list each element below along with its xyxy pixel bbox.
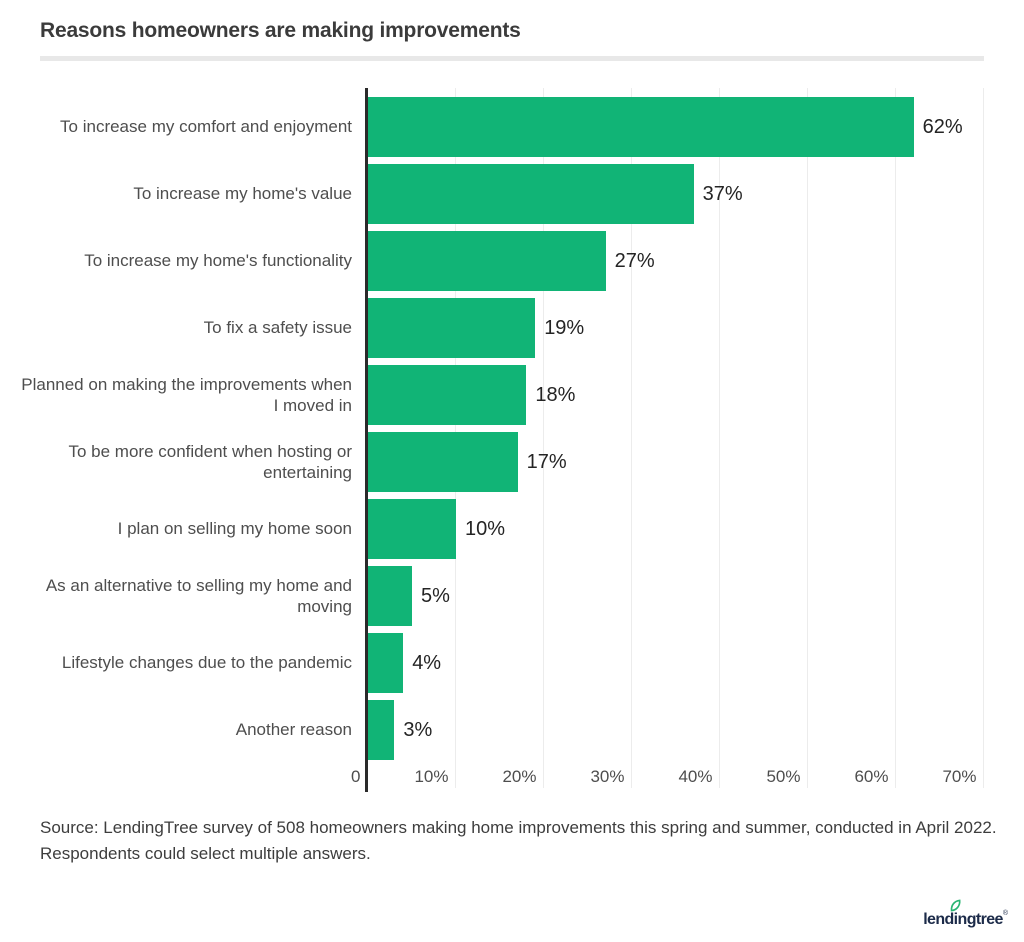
value-label: 10% [465,517,506,540]
value-label: 17% [526,450,567,473]
gridline [894,88,896,788]
x-tick-label: 70% [942,767,977,786]
bar [368,633,404,693]
x-tick-label: 50% [766,767,801,786]
chart-title: Reasons homeowners are making improvemen… [40,19,521,42]
bar-row: To increase my home's value 37% [0,164,1024,224]
x-tick-label: 0 [351,767,361,786]
category-label: Another reason [235,720,352,740]
category-label: To fix a safety issue [203,318,352,338]
bar [368,365,527,425]
logo-text: lendingtree [923,911,1003,928]
category-label: As an alternative to selling my home and… [45,575,352,617]
title-divider [40,56,984,61]
bar [368,499,456,559]
bar-row: To increase my comfort and enjoyment 62% [0,97,1024,157]
bar [368,298,536,358]
value-label: 18% [535,383,576,406]
x-tick-label: 20% [502,767,537,786]
x-tick-label: 40% [678,767,713,786]
value-label: 3% [403,718,433,741]
value-label: 5% [421,584,450,607]
gridline [718,88,720,788]
value-label: 4% [412,651,442,674]
bar [368,164,694,224]
source-line-2: Respondents could select multiple answer… [40,844,371,863]
gridline [630,88,632,788]
value-label: 19% [544,316,585,339]
value-label: 27% [614,249,655,272]
leaf-icon [950,899,961,912]
category-label: To be more confident when hosting or ent… [68,441,352,483]
bar-row: I plan on selling my home soon 10% [0,499,1024,559]
category-label: To increase my home's functionality [84,251,352,271]
bar-row: To be more confident when hosting or ent… [0,432,1024,492]
bar-row: To fix a safety issue 19% [0,298,1024,358]
bar-row: As an alternative to selling my home and… [0,566,1024,626]
bar [368,700,395,760]
lendingtree-logo: lendingtree® [923,899,1008,930]
gridline [542,88,544,788]
source-note: Source: LendingTree survey of 508 homeow… [40,815,1000,867]
category-label: To increase my home's value [133,184,352,204]
x-tick-label: 60% [854,767,889,786]
bar-row: To increase my home's functionality 27% [0,231,1024,291]
bar [368,432,518,492]
bar-row: Lifestyle changes due to the pandemic 4% [0,633,1024,693]
source-line-1: Source: LendingTree survey of 508 homeow… [40,818,997,837]
gridline [982,88,984,788]
value-label: 62% [922,115,963,138]
x-tick-label: 30% [590,767,625,786]
bar-row: Planned on making the improvements when … [0,365,1024,425]
y-axis-line [365,88,368,792]
gridline [806,88,808,788]
bar-row: Another reason 3% [0,700,1024,760]
bar [368,97,914,157]
category-label: Lifestyle changes due to the pandemic [61,653,352,673]
registered-mark: ® [1002,910,1008,917]
logo-inner: lendingtree® [923,899,1008,929]
bar [368,566,412,626]
value-label: 37% [702,182,743,205]
category-label: I plan on selling my home soon [117,519,352,539]
bar [368,231,606,291]
bar-chart: To increase my comfort and enjoyment 62% T… [0,88,1024,792]
category-label: To increase my comfort and enjoyment [60,117,352,137]
category-label: Planned on making the improvements when … [21,374,352,416]
x-tick-label: 10% [414,767,449,786]
